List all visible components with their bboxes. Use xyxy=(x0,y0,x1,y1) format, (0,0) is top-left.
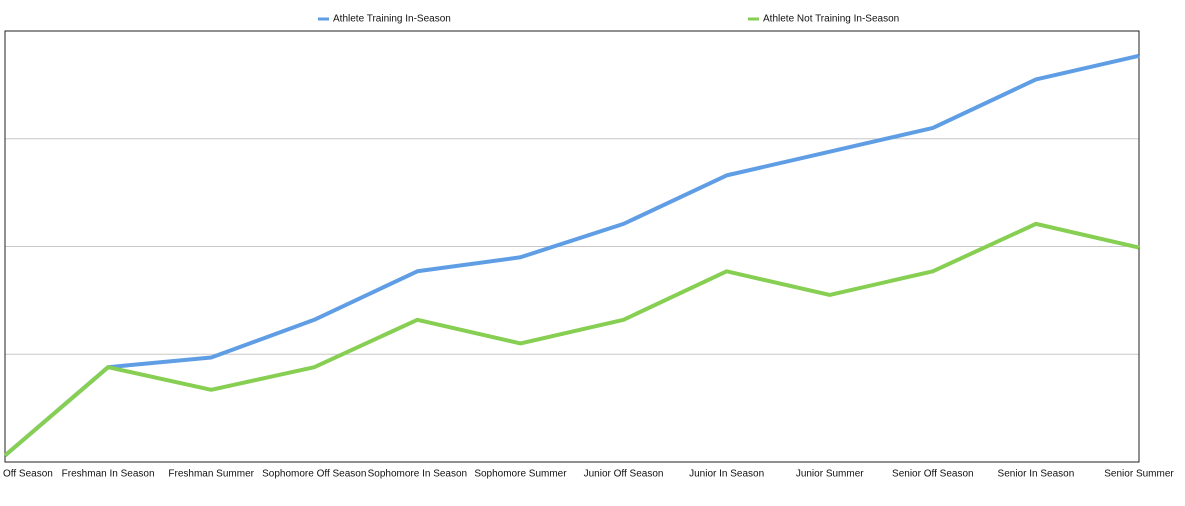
x-tick-label: Freshman Summer xyxy=(168,469,254,480)
x-tick-label: Senior Off Season xyxy=(892,469,974,480)
x-tick-label: Freshman In Season xyxy=(62,469,155,480)
legend-label: Athlete Training In-Season xyxy=(333,14,451,25)
series-line xyxy=(3,221,1140,458)
x-tick-label: Sophomore In Season xyxy=(368,469,468,480)
x-tick-label: Sophomore Summer xyxy=(474,469,567,480)
x-tick-label: Senior In Season xyxy=(998,469,1075,480)
x-tick-label: Junior In Season xyxy=(689,469,764,480)
series-line xyxy=(3,53,1140,458)
x-tick-label: Junior Summer xyxy=(796,469,864,480)
legend-label: Athlete Not Training In-Season xyxy=(763,14,899,25)
x-tick-label: Junior Off Season xyxy=(584,469,664,480)
x-tick-label: Sophomore Off Season xyxy=(262,469,366,480)
x-tick-label: Off Season xyxy=(3,469,53,480)
x-tick-label: Senior Summer xyxy=(1104,469,1174,480)
